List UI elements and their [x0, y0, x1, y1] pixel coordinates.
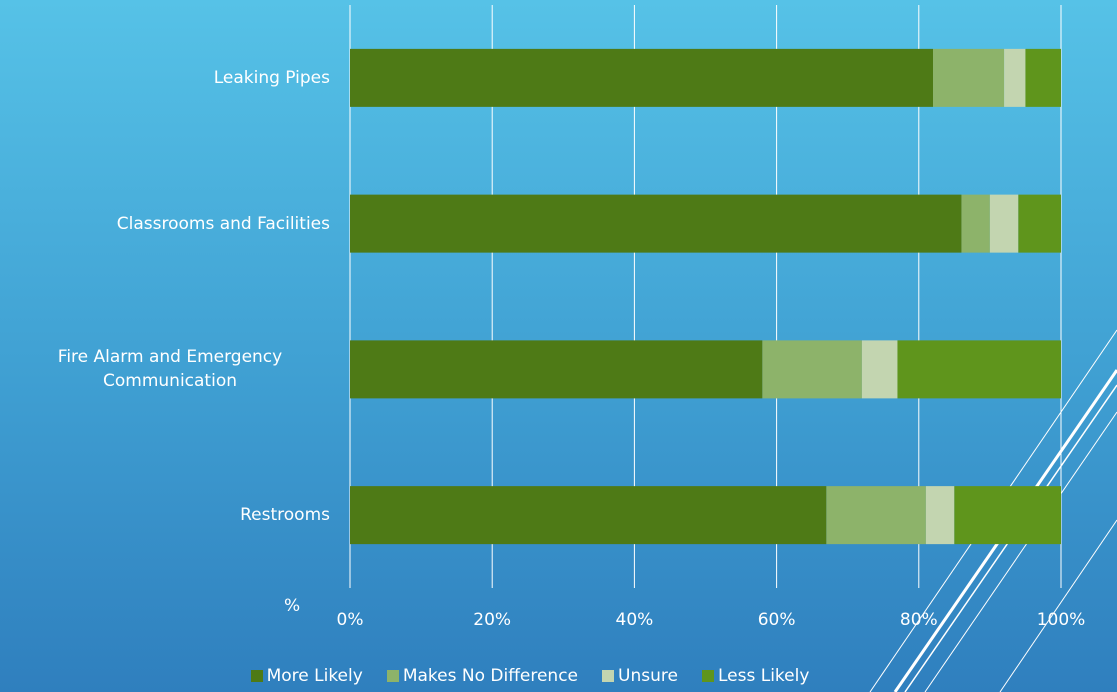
- y-tick-label: Classrooms and Facilities: [116, 213, 330, 234]
- legend-item: Unsure: [602, 666, 678, 686]
- bar-segment: [961, 194, 990, 253]
- bar-segment: [925, 486, 955, 545]
- bar-segment: [350, 194, 962, 253]
- legend: More Likely Makes No Difference Unsure Less…: [0, 666, 1060, 686]
- bar-segment: [861, 340, 898, 399]
- bar-segment: [826, 486, 926, 545]
- bar-segment: [350, 48, 934, 107]
- x-tick-label: 100%: [1037, 610, 1086, 630]
- legend-swatch: [602, 670, 615, 682]
- legend-label: Less Likely: [717, 666, 810, 686]
- bar-segment: [1018, 194, 1061, 253]
- bar-segment: [933, 48, 1005, 107]
- legend-swatch: [701, 670, 714, 682]
- bar-segment: [762, 340, 862, 399]
- x-tick-label: 60%: [758, 610, 796, 630]
- legend-label: More Likely: [266, 666, 363, 686]
- x-tick-label: 80%: [900, 610, 938, 630]
- y-tick-label: Fire Alarm and Emergency Communication: [57, 347, 283, 392]
- legend-swatch: [250, 670, 263, 682]
- legend-item: Less Likely: [701, 666, 810, 686]
- bar-segment: [989, 194, 1019, 253]
- legend-item: More Likely: [250, 666, 363, 686]
- x-tick-label: 20%: [473, 610, 511, 630]
- bar-segment: [350, 340, 763, 399]
- legend-item: Makes No Difference: [386, 666, 579, 686]
- bar-segment: [1025, 48, 1061, 107]
- y-tick-label: Leaking Pipes: [213, 67, 330, 88]
- x-tick-label: 0%: [337, 610, 364, 630]
- legend-swatch: [386, 670, 399, 682]
- annotation: %: [284, 596, 300, 616]
- legend-label: Makes No Difference: [402, 666, 579, 686]
- y-tick-label: Restrooms: [240, 505, 330, 526]
- x-tick-label: 40%: [616, 610, 654, 630]
- bar-segment: [350, 486, 827, 545]
- bar-segment: [897, 340, 1061, 399]
- bar-segment: [1004, 48, 1026, 107]
- legend-label: Unsure: [618, 666, 678, 686]
- bar-segment: [954, 486, 1061, 545]
